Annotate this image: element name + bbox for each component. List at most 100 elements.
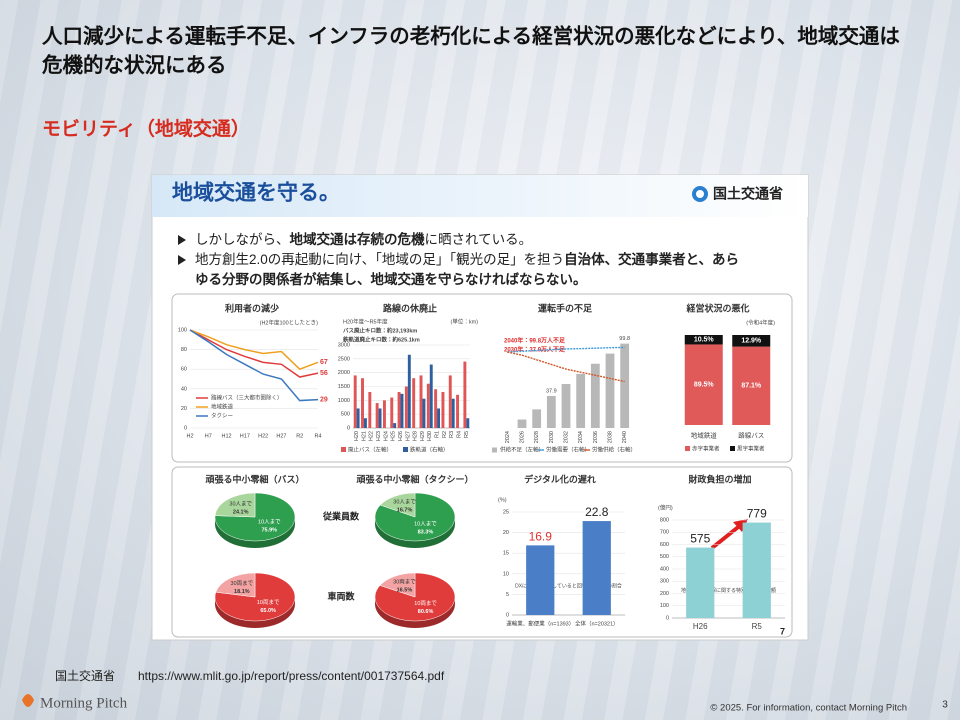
value-label: 99.8 xyxy=(619,336,630,342)
value-label: 89.5% xyxy=(694,382,715,389)
x-tick-label: H25 xyxy=(391,431,397,441)
slide-page: 7 xyxy=(780,626,785,636)
slice-value: 65.0% xyxy=(260,608,276,614)
x-tick-label: R2 xyxy=(442,431,448,438)
x-tick-label: H17 xyxy=(240,433,250,439)
bar xyxy=(582,521,611,615)
x-tick-label: R5 xyxy=(464,431,470,438)
unit-label: (億円) xyxy=(658,503,673,511)
end-label: 67 xyxy=(320,359,328,366)
slice-value: 75.9% xyxy=(261,528,277,534)
y-tick-label: 500 xyxy=(341,412,350,418)
bullet-line: ゆる分野の関係者が結集し、地域交通を守らなければならない。 xyxy=(195,271,587,287)
x-tick-label: 2030 xyxy=(549,431,555,443)
x-tick-label: 運輸業、郵便業（n=1393） xyxy=(506,619,574,627)
panel-frame xyxy=(171,293,793,463)
value-label: 22.8 xyxy=(585,505,609,519)
bar-segment xyxy=(684,335,723,345)
y-tick-label: 700 xyxy=(660,530,669,536)
y-tick-label: 60 xyxy=(181,367,187,373)
bar xyxy=(368,392,372,428)
x-tick-label: 2024 xyxy=(505,431,511,443)
value-label: 16.9 xyxy=(529,530,553,544)
y-tick-label: 100 xyxy=(178,327,187,333)
row-label: 従業員数 xyxy=(322,510,360,521)
bar xyxy=(426,383,430,428)
slice-label: 30人まで xyxy=(393,499,416,506)
bar-segment xyxy=(732,335,771,347)
y-tick-label: 300 xyxy=(660,579,669,585)
brand: Morning Pitch xyxy=(40,695,128,711)
bar xyxy=(397,392,401,428)
y-tick-label: 25 xyxy=(503,509,509,515)
legend-label: 鉄軌道（右軸） xyxy=(410,445,449,453)
y-tick-label: 800 xyxy=(660,517,669,523)
y-tick-label: 1500 xyxy=(338,384,350,390)
annotation: 2040年：99.8万人不足 xyxy=(504,337,565,345)
slice-value: 18.1% xyxy=(234,589,250,595)
panel-note: 鉄軌道廃止キロ数：約625.1km xyxy=(342,335,420,343)
bullet-text: しかしながら、 xyxy=(195,232,290,247)
x-tick-label: 2034 xyxy=(578,431,584,443)
bullet-text: ゆる分野の関係者が結集し、地域交通を守らなければならない。 xyxy=(195,271,587,287)
value-label: 575 xyxy=(690,532,710,546)
line xyxy=(189,329,319,402)
value-label: 87.1% xyxy=(741,383,762,390)
bar-segment xyxy=(732,346,771,425)
y-tick-label: 15 xyxy=(503,551,509,557)
panel-note: バス廃止キロ数：約23,193km xyxy=(343,326,417,334)
x-tick-label: 2040 xyxy=(622,431,628,443)
x-tick-label: R4 xyxy=(314,433,321,439)
legend-label: 労働需要（右軸） xyxy=(546,445,590,453)
x-tick-label: 2028 xyxy=(534,431,540,443)
bar xyxy=(463,361,467,428)
x-tick-label: H26 xyxy=(398,431,404,441)
line xyxy=(189,329,319,371)
bullet-text: 地域交通は存続の危機 xyxy=(290,231,425,247)
x-tick-label: H21 xyxy=(361,431,367,441)
section-title: モビリティ（地域交通） xyxy=(42,117,250,140)
bar xyxy=(375,403,379,428)
x-tick-label: H27 xyxy=(276,433,286,439)
x-tick-label: H7 xyxy=(205,433,212,439)
x-tick-label: H30 xyxy=(427,431,433,441)
y-tick-label: 500 xyxy=(660,554,669,560)
y-tick-label: 2500 xyxy=(338,356,350,362)
line xyxy=(507,351,625,383)
annotation: 地域交通の確保に関する特別交付税交付額 xyxy=(681,587,776,594)
y-tick-label: 5 xyxy=(506,592,509,598)
bar xyxy=(526,545,555,615)
end-label: 56 xyxy=(320,370,328,377)
bar xyxy=(356,408,360,428)
bar-segment xyxy=(684,344,723,425)
x-tick-label: H23 xyxy=(376,431,382,441)
legend-label: 黒字事業者 xyxy=(737,444,765,452)
copyright: © 2025. For information, contact Morning… xyxy=(710,703,907,714)
logo-icon xyxy=(696,190,704,198)
y-tick-label: 0 xyxy=(184,425,187,431)
bar xyxy=(742,522,771,618)
panel-frame xyxy=(171,466,793,638)
y-tick-label: 20 xyxy=(181,406,187,412)
bullet-text: 自治体、交通事業者と、あら xyxy=(564,251,739,267)
bar xyxy=(434,389,438,428)
arrow-head xyxy=(733,519,748,532)
legend-swatch xyxy=(492,447,497,453)
y-tick-label: 20 xyxy=(503,530,509,536)
slice-value: 83.3% xyxy=(418,529,434,535)
pie-slice xyxy=(379,572,416,598)
y-tick-label: 10 xyxy=(503,571,509,577)
panel-title: デジタル化の遅れ xyxy=(524,473,596,484)
unit-label: (単位：km) xyxy=(451,317,479,325)
source-org: 国土交通省 xyxy=(55,669,115,683)
bar xyxy=(448,375,452,428)
panel-title: 運転手の不足 xyxy=(538,302,593,313)
panel-title: 頑張る中小零細（タクシー） xyxy=(355,473,473,484)
x-tick-label: 全体（n=20321） xyxy=(575,619,619,627)
bar xyxy=(605,353,615,428)
bar xyxy=(400,393,404,428)
y-tick-label: 400 xyxy=(660,566,669,572)
y-tick-label: 2000 xyxy=(338,370,350,376)
